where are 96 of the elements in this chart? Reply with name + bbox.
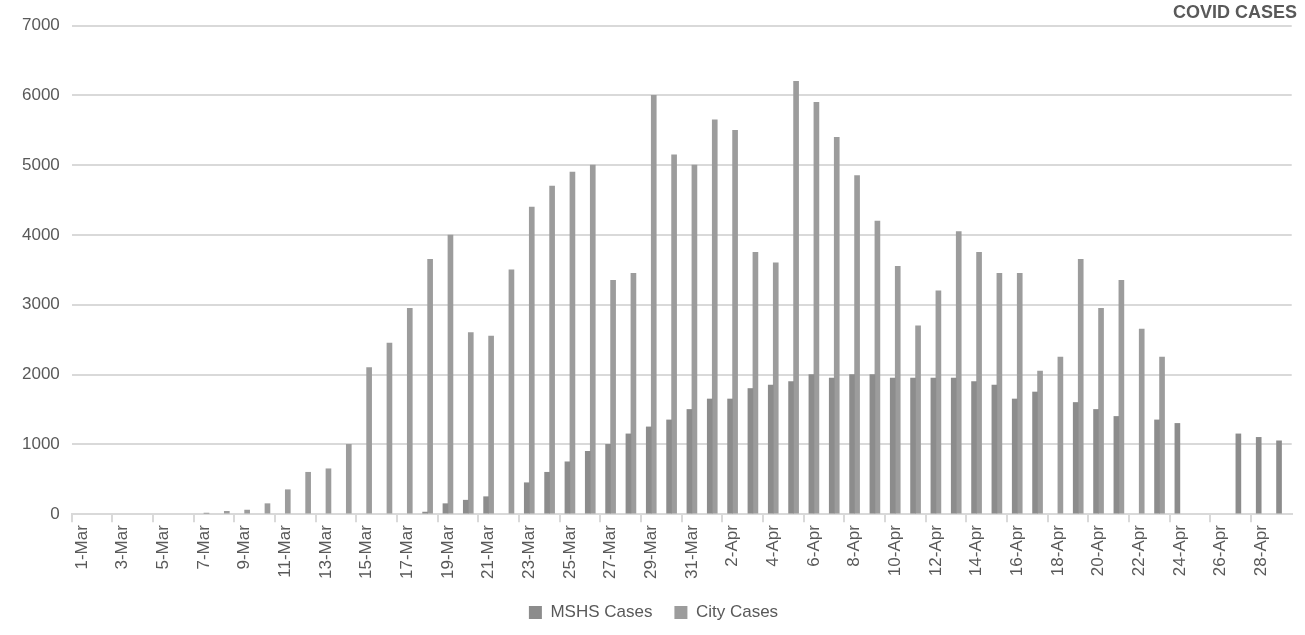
bar <box>828 377 835 514</box>
x-tick-label: 4-Apr <box>762 524 782 567</box>
bar <box>549 185 555 514</box>
x-tick-label: 7-Mar <box>193 524 213 570</box>
bar <box>406 307 413 514</box>
bar <box>1077 259 1084 514</box>
bar <box>1032 391 1038 514</box>
bar <box>711 119 718 514</box>
y-tick-label: 0 <box>50 503 60 523</box>
bar <box>427 259 433 514</box>
x-tick-label: 2-Apr <box>722 524 742 567</box>
bar <box>1276 440 1282 514</box>
legend-label: City Cases <box>695 602 779 622</box>
bar <box>1098 307 1104 514</box>
bar <box>584 451 591 514</box>
bar <box>1159 356 1165 514</box>
bar <box>462 499 469 514</box>
x-tick-label: 10-Apr <box>884 524 904 577</box>
bar <box>767 384 774 514</box>
x-tick-label: 14-Apr <box>966 524 986 577</box>
bar <box>605 444 611 514</box>
bar <box>772 262 779 514</box>
x-tick-label: 21-Mar <box>478 524 498 580</box>
bar <box>645 426 652 514</box>
bar <box>528 206 535 514</box>
bar <box>727 398 733 514</box>
bar <box>366 367 372 514</box>
x-tick-label: 15-Mar <box>356 524 376 580</box>
y-tick-label: 4000 <box>21 224 60 244</box>
x-tick-label: 31-Mar <box>681 524 701 580</box>
bar <box>345 444 352 514</box>
bar <box>483 496 489 514</box>
x-tick-label: 3-Mar <box>112 524 132 570</box>
x-tick-label: 19-Mar <box>437 524 457 580</box>
x-tick-label: 23-Mar <box>518 524 538 580</box>
bar <box>788 381 794 514</box>
bar <box>1011 398 1018 514</box>
x-tick-label: 17-Mar <box>396 524 416 580</box>
y-tick-label: 1000 <box>21 434 60 454</box>
bar <box>1072 402 1079 514</box>
bar <box>1138 328 1145 514</box>
bar <box>955 231 962 514</box>
bar <box>1037 370 1043 514</box>
x-tick-label: 25-Mar <box>559 524 579 580</box>
bar <box>650 95 657 514</box>
x-tick-label: 27-Mar <box>600 524 620 580</box>
x-tick-label: 18-Apr <box>1047 524 1067 577</box>
x-tick-label: 11-Mar <box>274 524 294 578</box>
bar <box>910 377 916 514</box>
x-tick-label: 6-Apr <box>803 524 823 567</box>
x-tick-label: 28-Apr <box>1250 524 1270 577</box>
x-tick-label: 29-Mar <box>640 524 660 580</box>
x-tick-label: 13-Mar <box>315 524 335 580</box>
x-tick-label: 1-Mar <box>71 524 91 570</box>
bar <box>1093 409 1099 514</box>
x-tick-label: 9-Mar <box>234 524 254 570</box>
y-tick-label: 7000 <box>21 15 60 35</box>
y-tick-label: 2000 <box>21 364 60 384</box>
bar <box>849 374 855 514</box>
x-tick-label: 12-Apr <box>925 524 945 577</box>
bar <box>854 175 860 514</box>
bar <box>305 471 311 514</box>
bar <box>671 154 677 514</box>
x-tick-label: 26-Apr <box>1210 524 1230 577</box>
legend-label: MSHS Cases <box>550 602 653 622</box>
bar <box>894 266 901 514</box>
bar <box>1255 437 1262 514</box>
y-tick-label: 5000 <box>21 154 60 174</box>
bar <box>1016 273 1023 514</box>
bar <box>284 489 291 514</box>
chart-title: COVID CASES <box>1172 1 1297 22</box>
x-tick-label: 5-Mar <box>153 524 172 570</box>
bar <box>467 332 474 514</box>
bar <box>589 164 596 514</box>
x-tick-label: 22-Apr <box>1128 524 1148 577</box>
bar <box>544 471 550 514</box>
bar <box>706 398 713 514</box>
bar <box>833 136 840 514</box>
bar <box>915 325 921 514</box>
x-tick-label: 24-Apr <box>1169 524 1189 577</box>
bar <box>950 377 957 514</box>
bar <box>793 81 799 514</box>
bar <box>523 482 530 514</box>
y-tick-label: 6000 <box>21 85 60 105</box>
bar <box>666 419 672 514</box>
bar <box>976 252 982 514</box>
bar <box>732 129 738 514</box>
bar <box>610 280 616 514</box>
bar <box>889 377 896 514</box>
bar <box>1154 419 1160 514</box>
bar <box>488 335 494 514</box>
y-tick-label: 3000 <box>21 294 60 314</box>
x-tick-label: 8-Apr <box>844 524 864 567</box>
bar <box>971 381 977 514</box>
x-tick-label: 20-Apr <box>1088 524 1108 577</box>
x-tick-label: 16-Apr <box>1006 524 1026 577</box>
